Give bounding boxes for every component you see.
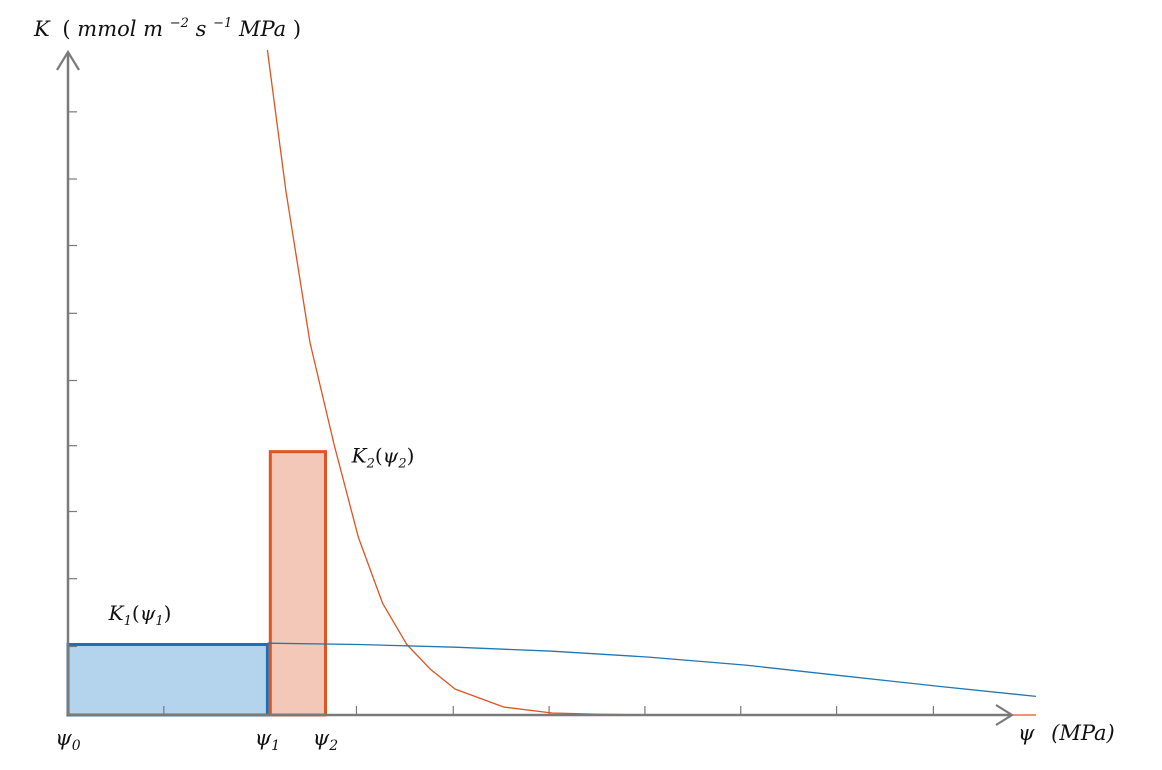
x-tick-label: ψ2 bbox=[313, 726, 338, 754]
ticks-layer bbox=[68, 111, 934, 715]
series-line-2 bbox=[267, 642, 1037, 698]
series-line-1 bbox=[266, 49, 1036, 716]
bar-k2 bbox=[268, 450, 327, 717]
x-axis-label: ψ (MPa) bbox=[1018, 721, 1115, 745]
bars-layer bbox=[66, 450, 327, 717]
axes-layer bbox=[56, 49, 1015, 726]
annotation-k2: K2(ψ2) bbox=[351, 443, 415, 471]
x-tick-label: ψ0 bbox=[55, 726, 80, 754]
bar-k1 bbox=[66, 643, 269, 717]
y-axis-arrowhead bbox=[56, 49, 80, 71]
x-tick-label: ψ1 bbox=[255, 726, 280, 754]
y-axis-label: K ( mmol m −2 s −1 MPa ) bbox=[33, 8, 301, 41]
x-axis-arrowhead bbox=[995, 704, 1015, 726]
annotation-k1: K1(ψ1) bbox=[108, 601, 172, 629]
curves-layer bbox=[266, 49, 1037, 716]
annotations: K1(ψ1) K2(ψ2) bbox=[108, 443, 415, 629]
x-tick-labels: ψ0 ψ1 ψ2 bbox=[55, 726, 338, 754]
